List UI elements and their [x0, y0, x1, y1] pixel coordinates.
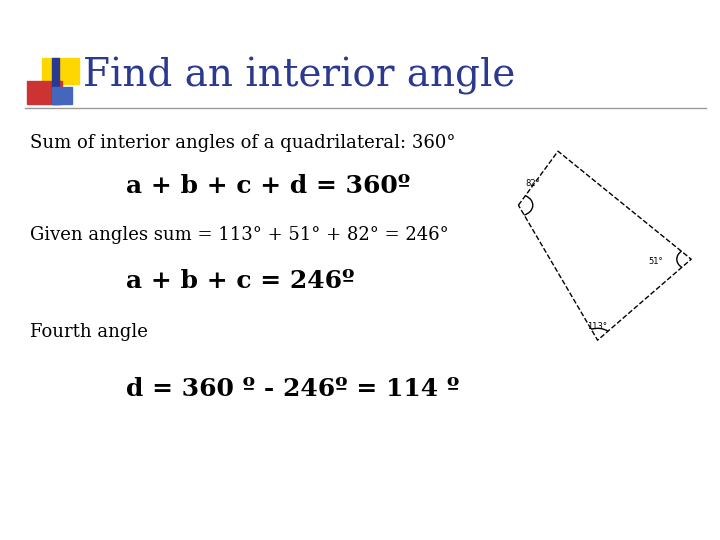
Text: d = 360 º - 246º = 114 º: d = 360 º - 246º = 114 º: [126, 377, 459, 401]
Bar: [52, 87, 72, 104]
Text: Find an interior angle: Find an interior angle: [83, 57, 516, 94]
Text: Given angles sum = 113° + 51° + 82° = 246°: Given angles sum = 113° + 51° + 82° = 24…: [30, 226, 449, 244]
Text: 113°: 113°: [587, 322, 607, 331]
Bar: [27, 81, 62, 104]
Bar: [42, 58, 79, 84]
Text: a + b + c + d = 360º: a + b + c + d = 360º: [126, 174, 410, 198]
Text: a + b + c = 246º: a + b + c = 246º: [126, 269, 354, 293]
Text: 82°: 82°: [526, 179, 540, 188]
Text: Sum of interior angles of a quadrilateral: 360°: Sum of interior angles of a quadrilatera…: [30, 134, 456, 152]
Bar: [52, 58, 59, 104]
Text: 51°: 51°: [648, 258, 662, 266]
Text: Fourth angle: Fourth angle: [30, 323, 148, 341]
